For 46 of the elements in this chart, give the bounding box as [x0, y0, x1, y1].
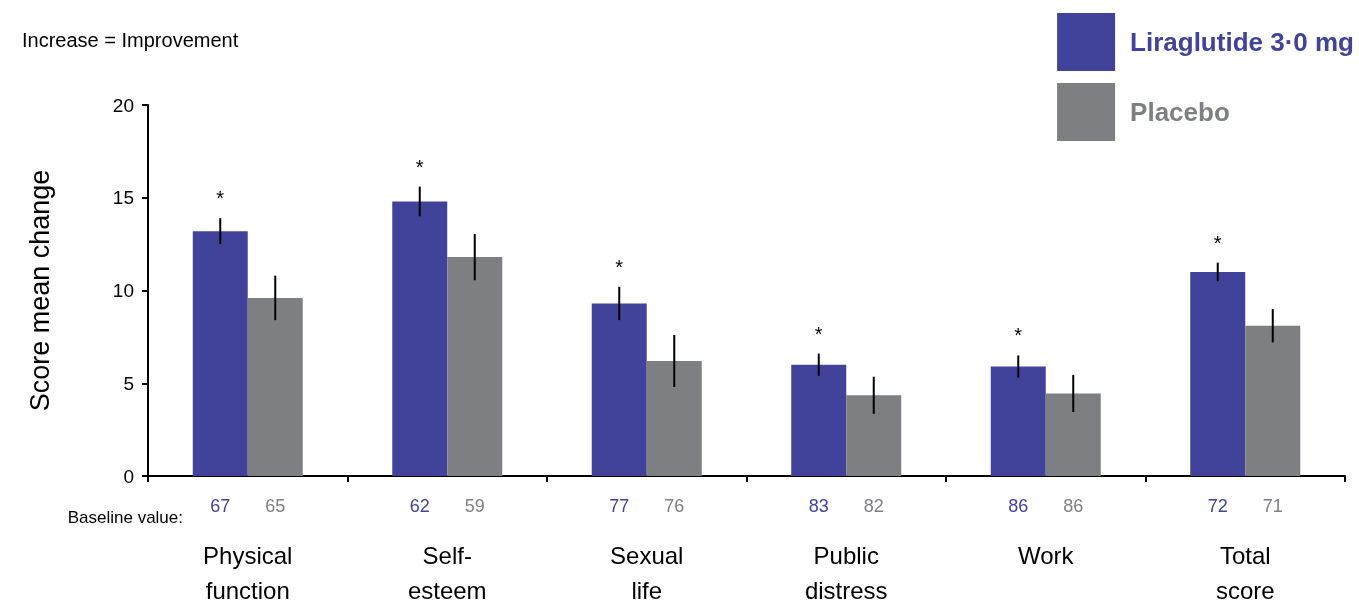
x-tick-label: Sexual life — [610, 542, 684, 604]
annotation: * — [1014, 324, 1023, 347]
text: 59 — [464, 496, 485, 516]
bar — [791, 364, 847, 476]
annotation: * — [814, 322, 823, 345]
x-tick-label: Total score — [1215, 542, 1275, 604]
annotation: * — [415, 155, 424, 178]
bar — [990, 366, 1046, 476]
bar — [447, 257, 503, 476]
text: 86 — [1008, 496, 1029, 516]
text: 65 — [265, 496, 286, 516]
y-tick-label: 5 — [123, 372, 134, 394]
annotation: * — [615, 255, 624, 278]
bar — [247, 297, 303, 476]
y-tick-label: 0 — [123, 465, 134, 487]
text: 83 — [808, 496, 829, 516]
bar — [846, 395, 902, 476]
text: 67 — [210, 496, 231, 516]
text: 71 — [1262, 496, 1283, 516]
bar — [646, 360, 702, 476]
y-axis-title: Score mean change — [24, 169, 55, 412]
legend-label: Placebo — [1130, 97, 1230, 127]
bar — [591, 303, 647, 476]
bar — [192, 231, 248, 476]
text: 86 — [1063, 496, 1084, 516]
bar — [392, 201, 448, 476]
x-tick-label: Work — [1017, 542, 1075, 569]
text: 82 — [863, 496, 884, 516]
text: 72 — [1207, 496, 1228, 516]
text: 77 — [609, 496, 630, 516]
y-tick-label: 20 — [112, 94, 134, 116]
x-tick-label: Public distress — [804, 542, 888, 604]
text: 76 — [664, 496, 685, 516]
text: Baseline value: — [67, 508, 184, 527]
legend-label: Liraglutide 3·0 mg — [1130, 27, 1354, 57]
text: Increase = Improvement — [22, 29, 239, 51]
bar — [1245, 325, 1301, 476]
bar — [1045, 393, 1101, 476]
text: 62 — [409, 496, 430, 516]
annotation: * — [216, 187, 225, 210]
bar — [1190, 271, 1246, 476]
annotation: * — [1213, 231, 1222, 254]
y-tick-label: 15 — [112, 187, 134, 209]
y-tick-label: 10 — [112, 280, 134, 301]
x-tick-label: Physical function — [203, 542, 293, 604]
x-tick-label: Self-esteem — [407, 542, 487, 604]
